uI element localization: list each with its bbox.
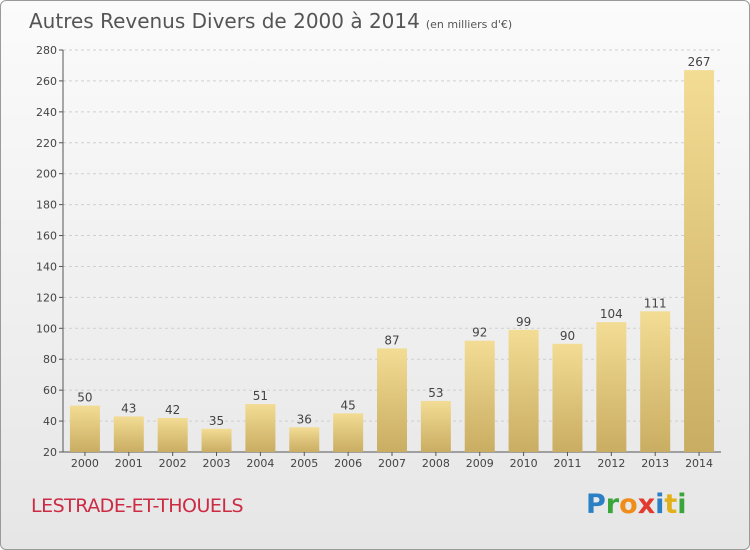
logo-letter: r xyxy=(605,489,620,520)
logo-letter: t xyxy=(664,489,678,520)
y-tick-label: 40 xyxy=(43,415,57,428)
bar xyxy=(640,311,671,452)
x-tick-label: 2007 xyxy=(378,457,406,470)
bar xyxy=(289,427,320,452)
logo-letter: x xyxy=(637,489,656,520)
bar xyxy=(420,400,451,452)
data-label: 35 xyxy=(209,414,224,428)
y-tick-label: 180 xyxy=(36,199,57,212)
place-name: LESTRADE-ET-THOUELS xyxy=(31,495,244,517)
logo-letter: o xyxy=(619,489,638,520)
logo-letter: P xyxy=(586,489,606,520)
data-label: 99 xyxy=(516,315,531,329)
x-tick-label: 2005 xyxy=(290,457,318,470)
x-tick-label: 2008 xyxy=(422,457,450,470)
x-tick-label: 2010 xyxy=(510,457,538,470)
x-tick-label: 2000 xyxy=(71,457,99,470)
y-tick-label: 60 xyxy=(43,384,57,397)
bar xyxy=(157,417,188,452)
y-tick-label: 20 xyxy=(43,446,57,459)
bar xyxy=(684,70,715,452)
x-tick-label: 2011 xyxy=(553,457,581,470)
data-label: 90 xyxy=(560,329,575,343)
bar xyxy=(245,404,276,452)
bar xyxy=(333,413,364,452)
data-label: 92 xyxy=(472,326,487,340)
logo-letter: i xyxy=(677,489,687,520)
proxiti-logo: Proxiti xyxy=(586,489,687,520)
data-label: 267 xyxy=(688,55,711,69)
y-tick-label: 140 xyxy=(36,260,57,273)
y-tick-label: 220 xyxy=(36,137,57,150)
chart-title: Autres Revenus Divers de 2000 à 2014 xyxy=(29,9,420,33)
y-tick-label: 100 xyxy=(36,322,57,335)
data-label: 51 xyxy=(253,389,268,403)
x-tick-label: 2006 xyxy=(334,457,362,470)
y-tick-label: 240 xyxy=(36,106,57,119)
bar xyxy=(201,428,232,452)
data-label: 45 xyxy=(340,398,355,412)
bar xyxy=(552,343,583,452)
bar xyxy=(596,322,627,452)
bar xyxy=(508,329,539,452)
data-label: 111 xyxy=(644,296,667,310)
x-tick-label: 2004 xyxy=(246,457,274,470)
bar xyxy=(464,340,495,452)
x-tick-label: 2003 xyxy=(203,457,231,470)
y-tick-label: 80 xyxy=(43,353,57,366)
x-tick-label: 2013 xyxy=(641,457,669,470)
y-tick-label: 280 xyxy=(36,44,57,57)
y-tick-label: 160 xyxy=(36,230,57,243)
data-label: 43 xyxy=(121,401,136,415)
chart-subtitle: (en milliers d'€) xyxy=(425,18,513,31)
y-tick-label: 260 xyxy=(36,75,57,88)
x-tick-label: 2009 xyxy=(466,457,494,470)
data-label: 104 xyxy=(600,307,623,321)
bar xyxy=(377,348,407,452)
data-label: 42 xyxy=(165,403,180,417)
data-label: 50 xyxy=(77,391,92,405)
data-label: 53 xyxy=(428,386,443,400)
x-tick-label: 2012 xyxy=(597,457,625,470)
logo-letter: i xyxy=(655,489,665,520)
x-tick-label: 2001 xyxy=(115,457,143,470)
data-label: 36 xyxy=(297,412,312,426)
x-tick-label: 2014 xyxy=(685,457,713,470)
y-tick-label: 200 xyxy=(36,168,57,181)
bar xyxy=(69,405,100,452)
x-tick-label: 2002 xyxy=(159,457,187,470)
data-label: 87 xyxy=(384,333,399,347)
y-tick-label: 120 xyxy=(36,291,57,304)
chart-title-block: Autres Revenus Divers de 2000 à 2014 (en … xyxy=(29,9,512,33)
bar xyxy=(113,416,144,452)
